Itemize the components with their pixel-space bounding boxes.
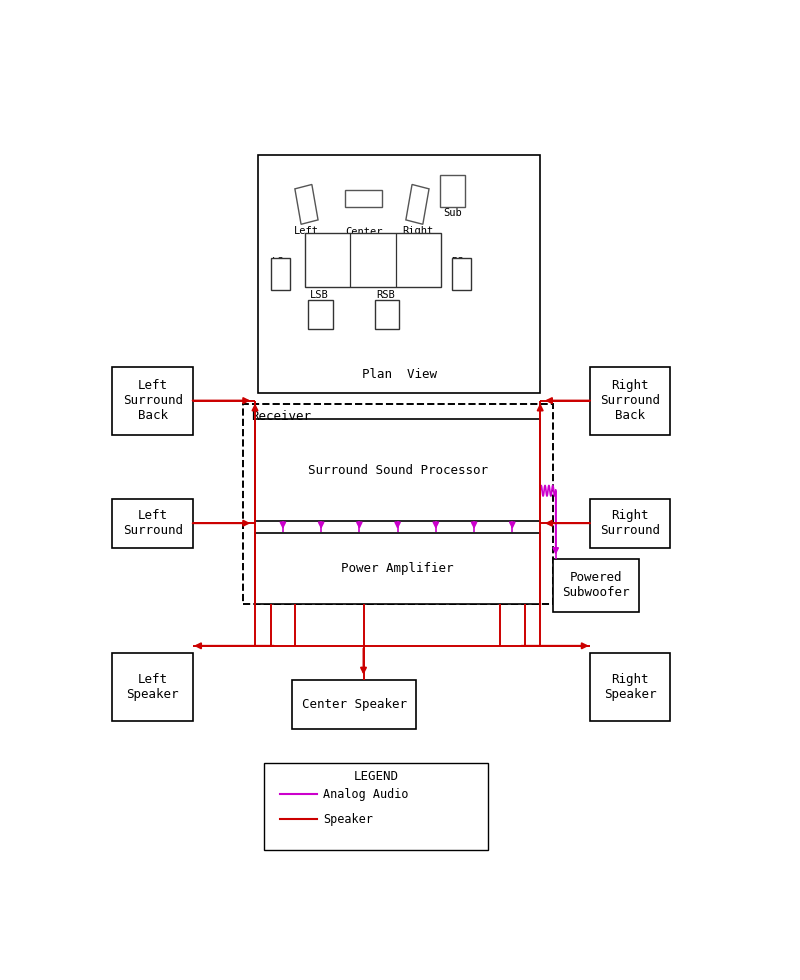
Text: Analog Audio: Analog Audio: [323, 788, 409, 801]
FancyBboxPatch shape: [590, 654, 670, 721]
FancyBboxPatch shape: [292, 680, 416, 729]
Text: Powered
Subwoofer: Powered Subwoofer: [562, 571, 630, 600]
Text: Power Amplifier: Power Amplifier: [342, 562, 454, 575]
FancyBboxPatch shape: [264, 762, 487, 850]
FancyBboxPatch shape: [258, 155, 540, 393]
FancyBboxPatch shape: [374, 300, 399, 329]
Text: Left
Surround
Back: Left Surround Back: [122, 379, 182, 422]
Text: RSB: RSB: [376, 290, 394, 300]
FancyBboxPatch shape: [553, 559, 639, 612]
Text: RS: RS: [451, 257, 464, 267]
FancyBboxPatch shape: [255, 419, 540, 521]
Text: Center Speaker: Center Speaker: [302, 698, 406, 710]
Text: Left
Speaker: Left Speaker: [126, 673, 179, 702]
FancyBboxPatch shape: [270, 258, 290, 290]
Text: LEGEND: LEGEND: [354, 770, 398, 783]
FancyBboxPatch shape: [242, 405, 553, 605]
Text: Right: Right: [402, 226, 433, 236]
Text: Right
Surround
Back: Right Surround Back: [600, 379, 660, 422]
Text: Receiver: Receiver: [250, 411, 310, 423]
Text: Left: Left: [294, 226, 319, 236]
Text: LS: LS: [272, 257, 285, 267]
Text: Right
Speaker: Right Speaker: [604, 673, 656, 702]
Text: Surround Sound Processor: Surround Sound Processor: [307, 464, 487, 477]
FancyBboxPatch shape: [112, 499, 193, 548]
FancyBboxPatch shape: [345, 190, 382, 207]
Text: Plan  View: Plan View: [362, 368, 437, 381]
Text: Right
Surround: Right Surround: [600, 510, 660, 537]
FancyBboxPatch shape: [440, 175, 465, 207]
Text: Center: Center: [345, 227, 382, 237]
FancyBboxPatch shape: [112, 367, 193, 434]
FancyBboxPatch shape: [112, 654, 193, 721]
FancyBboxPatch shape: [451, 258, 471, 290]
FancyBboxPatch shape: [590, 367, 670, 434]
FancyBboxPatch shape: [308, 300, 333, 329]
FancyBboxPatch shape: [590, 499, 670, 548]
FancyBboxPatch shape: [255, 533, 540, 605]
Text: Speaker: Speaker: [323, 812, 373, 826]
Text: Sub: Sub: [442, 208, 462, 218]
Text: LSB: LSB: [310, 290, 328, 300]
Text: Left
Surround: Left Surround: [122, 510, 182, 537]
FancyBboxPatch shape: [305, 233, 441, 287]
